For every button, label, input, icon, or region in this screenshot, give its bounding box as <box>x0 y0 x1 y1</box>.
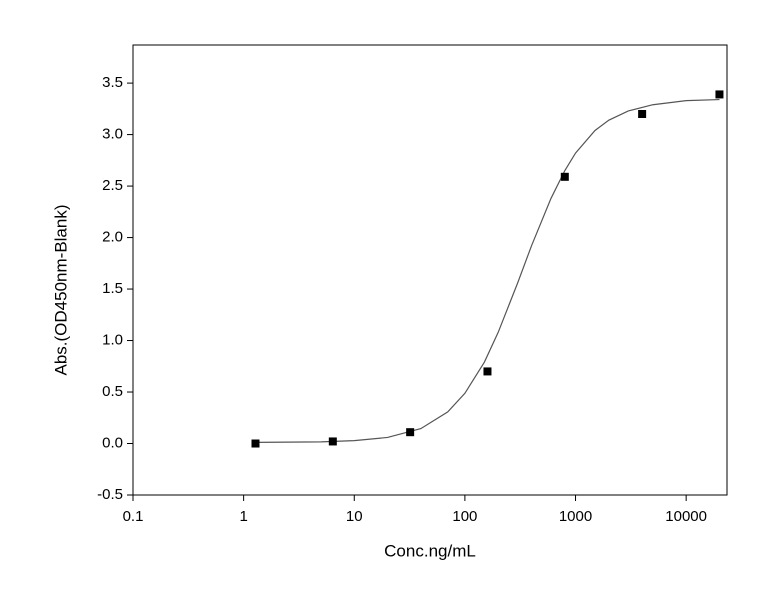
x-tick-label: 1000 <box>559 508 592 525</box>
data-point <box>560 172 569 181</box>
y-tick-label: 0.5 <box>102 383 123 400</box>
data-point <box>406 428 415 437</box>
x-axis-title: Conc.ng/mL <box>384 541 476 560</box>
x-tick-label: 1 <box>239 508 247 525</box>
data-point <box>715 90 724 99</box>
x-tick-label: 100 <box>452 508 477 525</box>
y-tick-label: 1.0 <box>102 332 123 349</box>
data-point <box>638 109 647 118</box>
y-tick-label: 2.0 <box>102 229 123 246</box>
fit-curve <box>255 98 720 443</box>
x-tick-label: 10000 <box>665 508 707 525</box>
y-tick-label: -0.5 <box>97 486 123 503</box>
y-tick-label: 2.5 <box>102 177 123 194</box>
y-tick-label: 0.0 <box>102 434 123 451</box>
data-point <box>251 439 260 448</box>
data-point <box>328 437 337 446</box>
y-tick-label: 3.0 <box>102 126 123 143</box>
y-tick-label: 1.5 <box>102 280 123 297</box>
y-axis-title: Abs.(OD450nm-Blank) <box>51 204 70 375</box>
data-point <box>483 367 492 376</box>
y-tick-label: 3.5 <box>102 74 123 91</box>
x-tick-label: 10 <box>346 508 363 525</box>
plot-frame <box>132 44 728 496</box>
x-tick-label: 0.1 <box>123 508 144 525</box>
